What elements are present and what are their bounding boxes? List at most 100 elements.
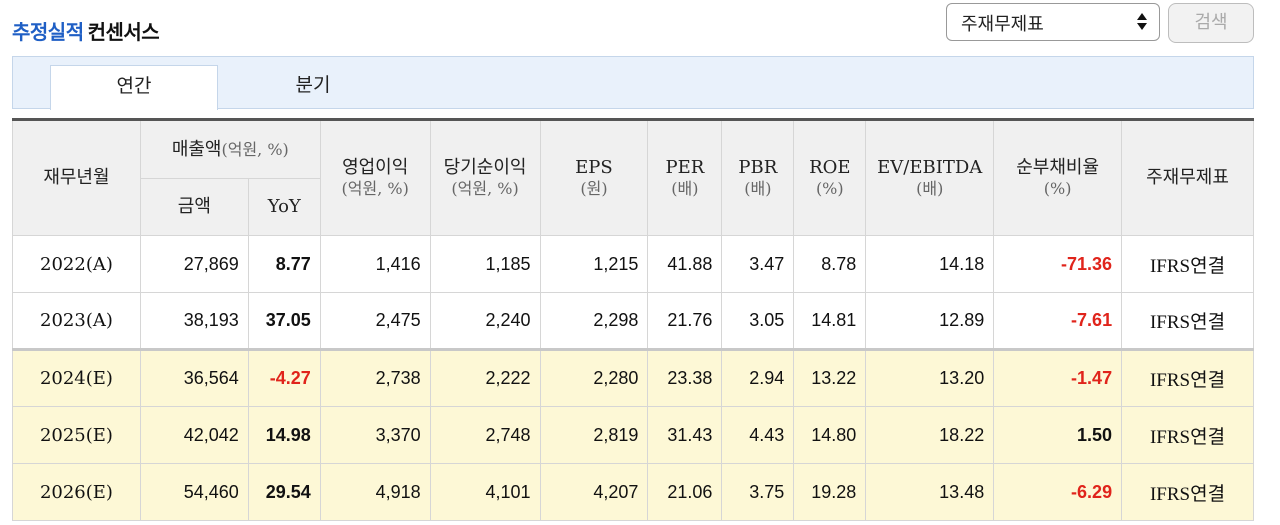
table-row: 2025(E) 42,042 14.98 3,370 2,748 2,819 31.43 4.… (12, 406, 1254, 464)
cell-net-income: 4,101 (429, 463, 541, 521)
header-net-income: 당기순이익 (억원, %) (429, 119, 541, 236)
cell-net-debt-ratio: 1.50 (993, 406, 1123, 464)
table-row: 2026(E) 54,460 29.54 4,918 4,101 4,207 21.06 3.… (12, 463, 1254, 521)
cell-net-debt-ratio: -6.29 (993, 463, 1123, 521)
cell-yoy: 8.77 (247, 235, 321, 293)
cell-revenue: 42,042 (139, 406, 249, 464)
select-arrows-icon (1137, 13, 1147, 31)
header-ev-ebitda-label: EV/EBITDA (877, 156, 983, 178)
cell-roe: 19.28 (793, 463, 867, 521)
cell-period: 2025(E) (12, 406, 141, 464)
cell-net-income: 2,748 (429, 406, 541, 464)
header-pbr-unit: (배) (744, 179, 772, 199)
cell-net-debt-ratio: -71.36 (993, 235, 1123, 293)
cell-pbr: 3.47 (721, 235, 795, 293)
cell-ev-ebitda: 12.89 (865, 292, 995, 350)
statement-select-value: 주재무제표 (961, 14, 1044, 35)
header-pbr: PBR (배) (721, 119, 795, 236)
header-per: PER (배) (647, 119, 723, 236)
search-button[interactable]: 검색 (1168, 3, 1254, 43)
cell-roe: 13.22 (793, 348, 867, 407)
header-roe: ROE (%) (793, 119, 867, 236)
header-net-debt-ratio-unit: (%) (1043, 179, 1072, 199)
title-rest: 컨센서스 (87, 20, 160, 44)
header-op-income: 영업이익 (억원, %) (319, 119, 431, 236)
consensus-table: 재무년월 매출액(억원, %) 영업이익 (억원, %) 당기순이익 (억원, %)… (12, 118, 1254, 521)
cell-period: 2023(A) (12, 292, 141, 350)
cell-eps: 4,207 (539, 463, 649, 521)
cell-net-debt-ratio: -1.47 (993, 348, 1123, 407)
cell-period: 2024(E) (12, 348, 141, 407)
period-tabs: 연간 분기 (12, 56, 1254, 110)
cell-revenue: 38,193 (139, 292, 249, 350)
header-revenue-label: 매출액 (171, 138, 222, 160)
cell-eps: 2,819 (539, 406, 649, 464)
cell-net-income: 1,185 (429, 235, 541, 293)
cell-net-debt-ratio: -7.61 (993, 292, 1123, 350)
cell-revenue: 54,460 (139, 463, 249, 521)
cell-pbr: 4.43 (721, 406, 795, 464)
cell-revenue: 27,869 (139, 235, 249, 293)
cell-yoy: 29.54 (247, 463, 321, 521)
header-revenue-unit: (억원, %) (221, 139, 289, 159)
cell-net-income: 2,240 (429, 292, 541, 350)
cell-period: 2022(A) (12, 235, 141, 293)
table-row: 2024(E) 36,564 -4.27 2,738 2,222 2,280 23.38 2.… (12, 348, 1254, 407)
header-eps: EPS (원) (539, 119, 649, 236)
cell-statement: IFRS연결 (1121, 463, 1254, 521)
cell-op-income: 4,918 (319, 463, 431, 521)
cell-statement: IFRS연결 (1121, 292, 1254, 350)
cell-per: 23.38 (647, 348, 723, 407)
cell-statement: IFRS연결 (1121, 406, 1254, 464)
cell-per: 21.76 (647, 292, 723, 350)
header-revenue-amount: 금액 (139, 178, 249, 236)
cell-per: 41.88 (647, 235, 723, 293)
cell-ev-ebitda: 14.18 (865, 235, 995, 293)
cell-pbr: 3.75 (721, 463, 795, 521)
header-period: 재무년월 (12, 119, 141, 236)
table-row: 2022(A) 27,869 8.77 1,416 1,185 1,215 41.88 3.4… (12, 235, 1254, 293)
cell-roe: 14.81 (793, 292, 867, 350)
cell-op-income: 3,370 (319, 406, 431, 464)
header-op-income-unit: (억원, %) (341, 179, 409, 199)
cell-op-income: 2,475 (319, 292, 431, 350)
cell-roe: 14.80 (793, 406, 867, 464)
header-per-label: PER (665, 156, 705, 178)
table-row: 2023(A) 38,193 37.05 2,475 2,240 2,298 21.76 3.… (12, 292, 1254, 350)
cell-eps: 2,280 (539, 348, 649, 407)
cell-yoy: 37.05 (247, 292, 321, 350)
cell-pbr: 3.05 (721, 292, 795, 350)
tab-quarterly[interactable]: 분기 (295, 74, 331, 96)
header-op-income-label: 영업이익 (342, 156, 409, 178)
title-accent: 추정실적 (12, 20, 84, 44)
cell-period: 2026(E) (12, 463, 141, 521)
cell-revenue: 36,564 (139, 348, 249, 407)
header-pbr-label: PBR (738, 156, 778, 178)
page-title: 추정실적 컨센서스 (12, 16, 160, 44)
cell-per: 31.43 (647, 406, 723, 464)
cell-yoy: -4.27 (247, 348, 321, 407)
header-revenue-yoy: YoY (247, 178, 321, 236)
cell-eps: 2,298 (539, 292, 649, 350)
header-net-debt-ratio: 순부채비율 (%) (993, 119, 1123, 236)
tab-annual[interactable]: 연간 (50, 65, 218, 110)
cell-statement: IFRS연결 (1121, 348, 1254, 407)
cell-op-income: 1,416 (319, 235, 431, 293)
header-net-income-unit: (억원, %) (451, 179, 519, 199)
cell-pbr: 2.94 (721, 348, 795, 407)
cell-ev-ebitda: 18.22 (865, 406, 995, 464)
header-roe-label: ROE (809, 156, 851, 178)
cell-ev-ebitda: 13.20 (865, 348, 995, 407)
header-eps-unit: (원) (580, 179, 608, 199)
header-net-debt-ratio-label: 순부채비율 (1016, 156, 1100, 178)
header-eps-label: EPS (575, 156, 613, 178)
header-ev-ebitda: EV/EBITDA (배) (865, 119, 995, 236)
cell-eps: 1,215 (539, 235, 649, 293)
cell-yoy: 14.98 (247, 406, 321, 464)
header-per-unit: (배) (671, 179, 699, 199)
header-ev-ebitda-unit: (배) (916, 179, 944, 199)
cell-per: 21.06 (647, 463, 723, 521)
statement-select[interactable]: 주재무제표 (946, 3, 1160, 41)
header-roe-unit: (%) (815, 179, 844, 199)
cell-net-income: 2,222 (429, 348, 541, 407)
